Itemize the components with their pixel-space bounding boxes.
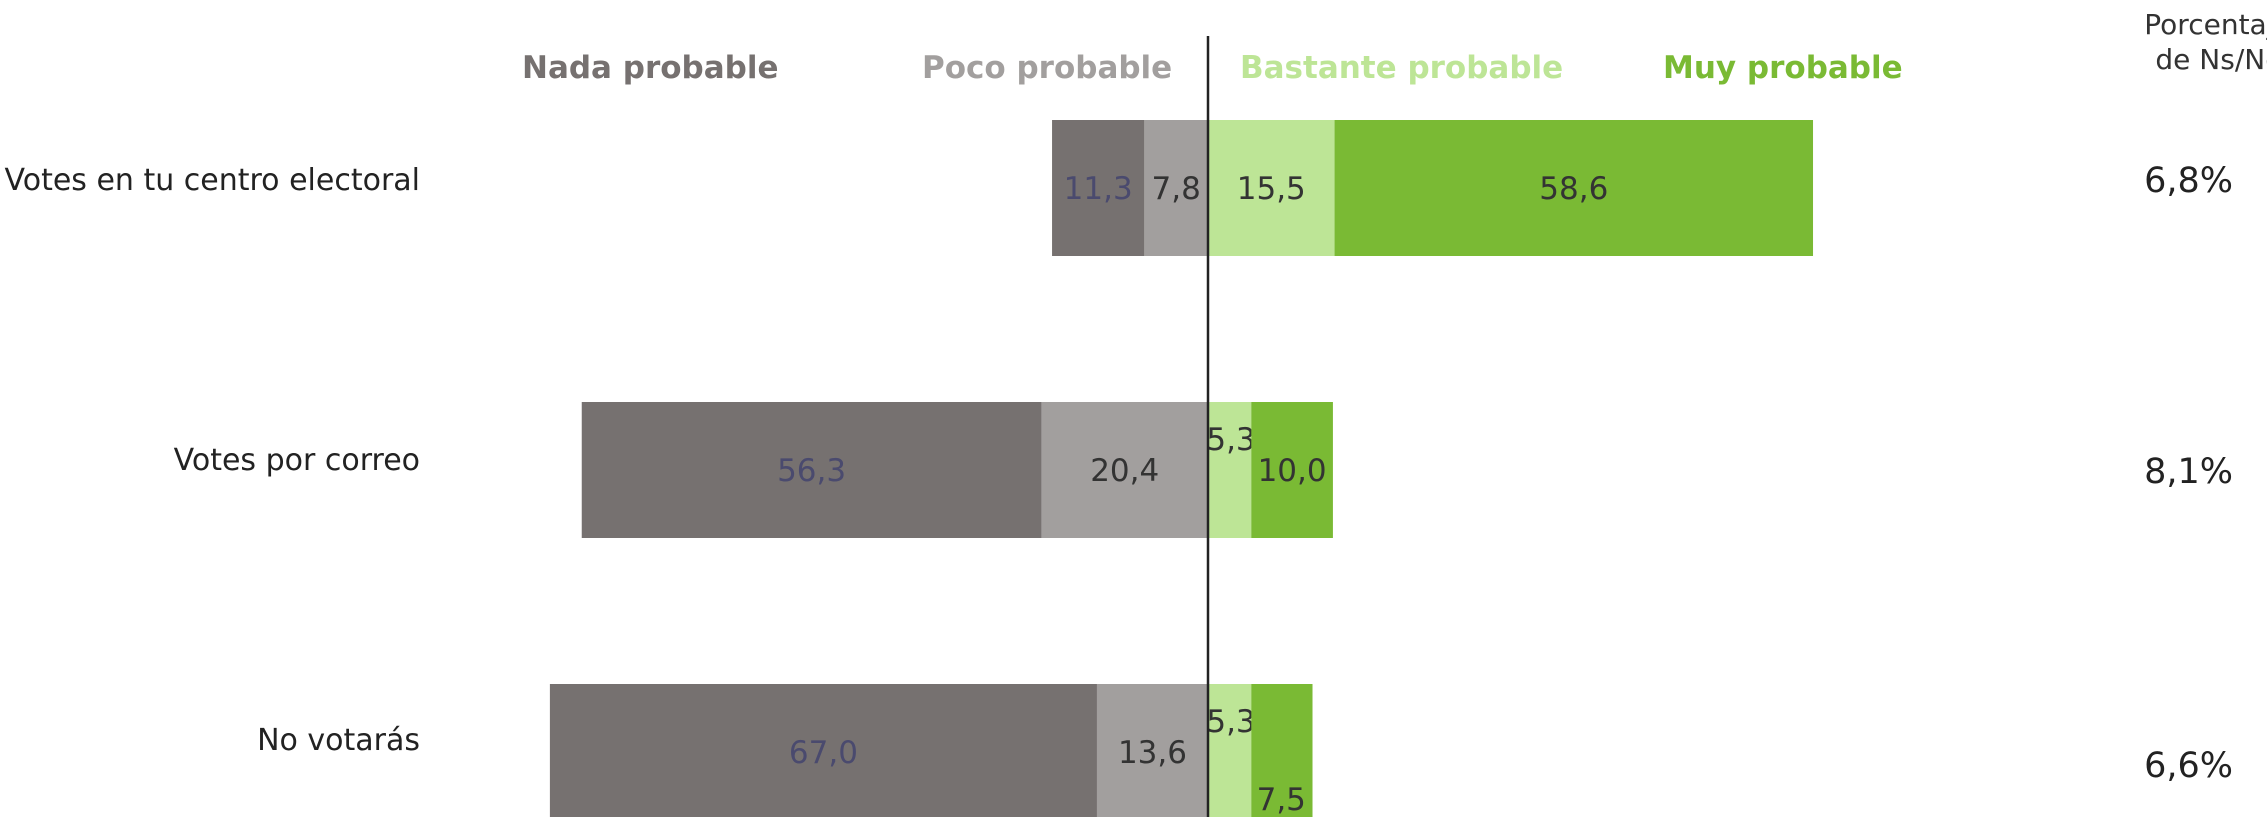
ns-nc-value-no-votaras: 6,6% [2144,746,2233,786]
value-label-bastante-probable-votes-por-correo: 5,3 [1206,422,1255,458]
bar-muy-probable-votes-por-correo [1251,402,1333,538]
value-label-poco-probable-votes-por-correo: 20,4 [1090,453,1159,489]
legend-bastante-probable: Bastante probable [1240,50,1563,86]
legend-muy-probable: Muy probable [1663,50,1903,86]
category-label-votes-por-correo: Votes por correo [174,443,420,478]
value-label-muy-probable-votes-en-tu-centro-electoral: 58,6 [1539,171,1608,207]
bars: 7,811,3 15,5 58,620,456,35,310,013,667,05,… [549,120,1814,817]
bar-bastante-probable-votes-en-tu-centro-electoral [1208,120,1335,256]
bar-nada-probable-no-votaras [549,684,1097,817]
value-label-nada-probable-no-votaras: 67,0 [789,735,858,771]
value-label-bastante-probable-votes-en-tu-centro-electoral: 15,5 [1237,171,1306,207]
bar-nada-probable-votes-en-tu-centro-electoral [1052,120,1145,256]
bar-muy-probable-votes-en-tu-centro-electoral [1334,120,1814,256]
bar-muy-probable-no-votaras [1251,684,1313,817]
value-label-nada-probable-votes-por-correo: 56,3 [777,453,846,489]
category-label-no-votaras: No votarás [257,723,420,758]
ns-nc-values: 6,8% 8,1% 6,6% [2144,161,2233,786]
ns-nc-header: Porcentaje de Ns/Nc [2144,8,2267,76]
category-label-votes-en-tu-centro-electoral: Votes en tu centro electoral [5,163,420,198]
ns-nc-value-votes-por-correo: 8,1% [2144,452,2233,492]
value-label-nada-probable-votes-en-tu-centro-electoral: 11,3 [1064,171,1133,207]
bar-bastante-probable-votes-por-correo [1208,402,1252,538]
value-label-muy-probable-votes-por-correo: 10,0 [1258,453,1327,489]
bar-bastante-probable-no-votaras [1208,684,1252,817]
category-labels: Votes en tu centro electoral Votes por co… [5,163,420,758]
legend: Nada probable Poco probable Bastante pro… [522,50,1903,86]
ns-nc-value-votes-en-tu-centro-electoral: 6,8% [2144,161,2233,201]
bar-poco-probable-votes-en-tu-centro-electoral [1144,120,1208,256]
legend-nada-probable: Nada probable [522,50,779,86]
legend-poco-probable: Poco probable [922,50,1172,86]
ns-nc-header-line1: Porcentaje [2144,8,2267,41]
value-label-poco-probable-votes-en-tu-centro-electoral: 7,8 [1152,171,1201,207]
value-label-bastante-probable-no-votaras: 5,3 [1206,704,1255,740]
bar-poco-probable-no-votaras [1096,684,1208,817]
value-label-poco-probable-no-votaras: 13,6 [1118,735,1187,771]
bar-poco-probable-votes-por-correo [1041,402,1208,538]
bar-nada-probable-votes-por-correo [581,402,1042,538]
value-label-muy-probable-no-votaras: 7,5 [1257,782,1306,817]
ns-nc-header-line2: de Ns/Nc [2155,43,2267,76]
